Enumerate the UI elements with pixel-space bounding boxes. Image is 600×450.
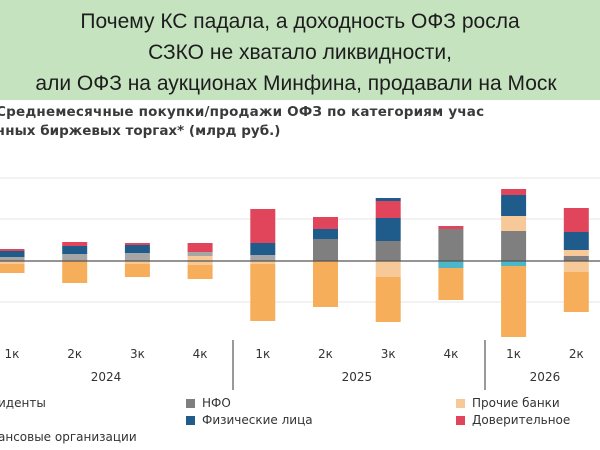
bar-9-neg-0-prochie (563, 261, 589, 272)
bar-8-pos-3-dover (501, 189, 527, 195)
bar-9-neg-1-szko (563, 272, 589, 312)
legend-swatch-dover (456, 415, 465, 425)
bar-7-neg-0-teal (438, 261, 464, 268)
bar-2-neg-0-prochie (124, 261, 150, 264)
legend-swatch-fiz (186, 415, 195, 425)
bar-4-pos-1-fiz (250, 243, 276, 255)
bar-5-pos-1-fiz (313, 229, 338, 239)
legend-item-prochie: Прочие банки (456, 396, 560, 410)
bar-8-neg-0-teal (501, 261, 527, 266)
legend-label-prochie: Прочие банки (472, 396, 560, 410)
bar-6-pos-3-fiz (375, 198, 401, 201)
bar-3-pos-2-dover (187, 243, 213, 252)
bar-0-neg-0-prochie (0, 261, 25, 264)
bar-1-pos-1-fiz (62, 246, 88, 254)
category-label-2: 3к (130, 347, 145, 361)
legend-label-nfo: НФО (202, 396, 231, 410)
legend-item-nfo: НФО (186, 396, 231, 410)
bar-3-neg-1-szko (187, 265, 213, 279)
category-label-5: 2к (318, 347, 333, 361)
category-label-9: 2к (569, 347, 584, 361)
bar-6-pos-2-dover (375, 201, 401, 218)
legend-label-dover: Доверительное (472, 413, 571, 427)
banner-line-1: Почему КС падала, а доходность ОФЗ росла (80, 10, 520, 33)
category-label-1: 2к (67, 347, 82, 361)
year-label-2026: 2026 (530, 370, 561, 384)
bar-9-pos-0-nfo (563, 256, 589, 261)
category-label-0: 1к (5, 347, 20, 361)
bar-0-pos-0-nerez (0, 257, 25, 261)
legend-label-szko: ансовые организации (0, 430, 137, 444)
bar-4-neg-0-prochie (250, 261, 276, 264)
title-banner: Почему КС падала, а доходность ОФЗ росла… (0, 0, 600, 100)
bar-9-pos-1-prochie (563, 250, 589, 256)
bar-8-neg-1-szko (501, 266, 527, 337)
bar-8-pos-2-fiz (501, 195, 527, 216)
chart-subtitle: чных биржевых торгах* (млрд руб.) (0, 123, 281, 139)
bar-2-neg-1-szko (124, 264, 150, 277)
bar-9-pos-2-fiz (563, 232, 589, 250)
bar-1-neg-0-szko (62, 261, 88, 283)
legend-item-szko: ансовые организации (0, 430, 137, 444)
bar-7-pos-0-nfo (438, 229, 464, 261)
bar-0-neg-1-szko (0, 264, 25, 273)
bar-3-pos-0-prochie (187, 256, 213, 261)
bar-9-pos-3-dover (563, 208, 589, 232)
year-label-2025: 2025 (342, 370, 373, 384)
bar-7-pos-1-dover (438, 226, 464, 229)
banner-line-2: СЗКО не хватало ликвидности, (148, 41, 452, 64)
category-label-6: 3к (381, 347, 396, 361)
chart-title: Среднемесячные покупки/продажи ОФЗ по ка… (0, 104, 485, 120)
bar-2-pos-0-nerez (124, 253, 150, 261)
legend-swatch-prochie (456, 398, 465, 408)
legend-item-fiz: Физические лица (186, 413, 313, 427)
bar-1-pos-0-nerez (62, 254, 88, 261)
category-label-8: 1к (506, 347, 521, 361)
bar-6-neg-0-prochie (375, 261, 401, 277)
bar-6-neg-1-szko (375, 277, 401, 322)
bar-2-pos-1-fiz (124, 245, 150, 253)
bar-8-pos-0-nfo (501, 231, 527, 261)
bar-8-pos-1-prochie (501, 216, 527, 231)
bar-4-pos-0-nerez (250, 255, 276, 261)
bar-7-neg-1-szko (438, 268, 464, 300)
bar-3-neg-0-prochie (187, 261, 213, 265)
category-label-7: 4к (443, 347, 458, 361)
bar-3-pos-1-nerez (187, 252, 213, 256)
legend-label-nerez: иденты (0, 396, 46, 410)
bar-6-pos-0-nfo (375, 241, 401, 261)
legend-swatch-nfo (186, 398, 195, 408)
bar-6-pos-1-fiz (375, 218, 401, 241)
legend-item-dover: Доверительное (456, 413, 570, 427)
bar-4-neg-1-szko (250, 264, 276, 321)
bar-0-pos-1-fiz (0, 251, 25, 257)
bar-2-pos-2-dover (124, 243, 150, 245)
bar-1-pos-2-dover (62, 242, 88, 246)
bar-4-pos-2-dover (250, 209, 276, 243)
bar-5-neg-0-szko (313, 261, 338, 307)
bar-5-pos-2-dover (313, 217, 338, 229)
legend-label-fiz: Физические лица (202, 413, 313, 427)
legend-item-nerez: иденты (0, 396, 46, 410)
year-label-2024: 2024 (91, 370, 122, 384)
banner-line-3: али ОФЗ на аукционах Минфина, продавали … (35, 72, 557, 95)
category-label-4: 1к (255, 347, 270, 361)
bar-5-pos-0-nfo (313, 239, 338, 261)
bar-0-pos-2-dover (0, 249, 25, 251)
category-label-3: 4к (193, 347, 208, 361)
